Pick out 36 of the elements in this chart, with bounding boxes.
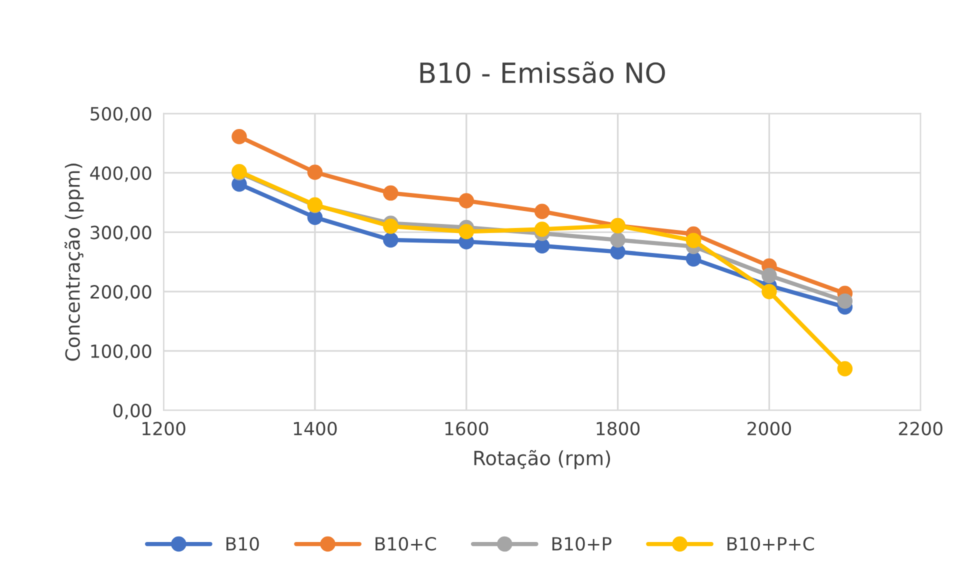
point [837, 361, 853, 376]
x-tick-label: 2200 [898, 422, 942, 436]
point [534, 204, 550, 220]
x-tick-label: 1400 [294, 422, 337, 436]
x-tick-label: 1200 [142, 422, 186, 436]
point [837, 293, 853, 309]
point [383, 232, 398, 248]
x-tick-label: 1600 [445, 422, 488, 436]
point [610, 232, 626, 248]
point [458, 193, 474, 208]
legend-label: B10+C [376, 536, 436, 551]
point [534, 238, 550, 254]
y-tick-label: 100,00 [91, 344, 152, 360]
point [458, 224, 474, 240]
x-tick-label: 2000 [748, 422, 791, 436]
point [762, 268, 777, 284]
point [232, 129, 247, 144]
legend-label: B10 [226, 536, 259, 551]
point [686, 251, 702, 267]
point [686, 232, 702, 248]
point [383, 185, 398, 201]
y-tick-label: 200,00 [90, 285, 152, 301]
point [762, 284, 777, 300]
point [307, 164, 323, 180]
point [534, 222, 550, 237]
legend-label: B10+P+C [728, 536, 814, 551]
y-tick-label: 0,00 [113, 404, 152, 420]
x-axis-title: Rotação (rpm) [474, 450, 610, 470]
y-tick-label: 300,00 [90, 226, 152, 242]
y-tick-label: 500,00 [90, 106, 152, 122]
point [383, 218, 398, 234]
y-tick-label: 400,00 [90, 166, 152, 182]
x-tick-label: 1800 [596, 422, 640, 436]
chart-title: B10 - Emissão NO [420, 61, 665, 84]
y-axis-title: Concentração (ppm) [64, 164, 84, 361]
legend-label: B10+P [552, 536, 612, 551]
